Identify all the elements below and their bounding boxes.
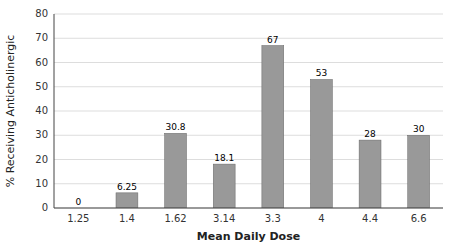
grid-line: [54, 208, 443, 209]
grid-line: [54, 38, 443, 39]
bar: [310, 79, 332, 208]
y-axis-label: % Receiving Anticholinergic: [4, 35, 17, 188]
data-label: 6.25: [117, 182, 137, 192]
y-tick-label: 30: [35, 129, 48, 140]
data-label: 30: [413, 124, 425, 134]
x-tick-label: 4.4: [362, 213, 378, 224]
bar: [408, 135, 430, 208]
y-tick-label: 70: [35, 32, 48, 43]
bar: [359, 140, 381, 208]
grid: [54, 14, 443, 208]
grid-line: [54, 86, 443, 87]
data-label: 67: [267, 35, 278, 45]
x-axis-line: [54, 208, 443, 209]
y-tick-label: 10: [35, 178, 48, 189]
bar: [165, 133, 187, 208]
data-label: 0: [75, 197, 81, 207]
x-tick-label: 4: [318, 213, 324, 224]
data-label: 53: [316, 68, 327, 78]
chart: 0 10 20 30 40 50 60 70 80 0 6.25 30.8 18.1 67 53 28 30 1.…: [0, 0, 453, 248]
bar: [116, 193, 138, 208]
bar: [262, 46, 284, 208]
y-tick-label: 80: [35, 8, 48, 19]
data-label: 30.8: [166, 122, 186, 132]
y-tick-label: 40: [35, 105, 48, 116]
y-tick-label: 20: [35, 154, 48, 165]
grid-line: [54, 111, 443, 112]
x-tick-label: 1.4: [119, 213, 135, 224]
y-tick-label: 50: [35, 81, 48, 92]
x-tick-label: 3.3: [265, 213, 281, 224]
data-label: 18.1: [214, 153, 234, 163]
bars: [116, 46, 430, 208]
x-axis-label: Mean Daily Dose: [197, 230, 300, 243]
x-tick-label: 6.6: [411, 213, 427, 224]
grid-line: [54, 159, 443, 160]
x-tick-label: 1.25: [67, 213, 89, 224]
bar: [213, 164, 235, 208]
y-axis-line: [54, 14, 55, 208]
x-tick-label: 1.62: [164, 213, 186, 224]
grid-line: [54, 62, 443, 63]
y-tick-label: 60: [35, 57, 48, 68]
grid-line: [54, 135, 443, 136]
grid-line: [54, 14, 443, 15]
data-label: 28: [364, 129, 376, 139]
x-tick-label: 3.14: [213, 213, 235, 224]
y-tick-label: 0: [42, 202, 48, 213]
grid-line: [54, 183, 443, 184]
